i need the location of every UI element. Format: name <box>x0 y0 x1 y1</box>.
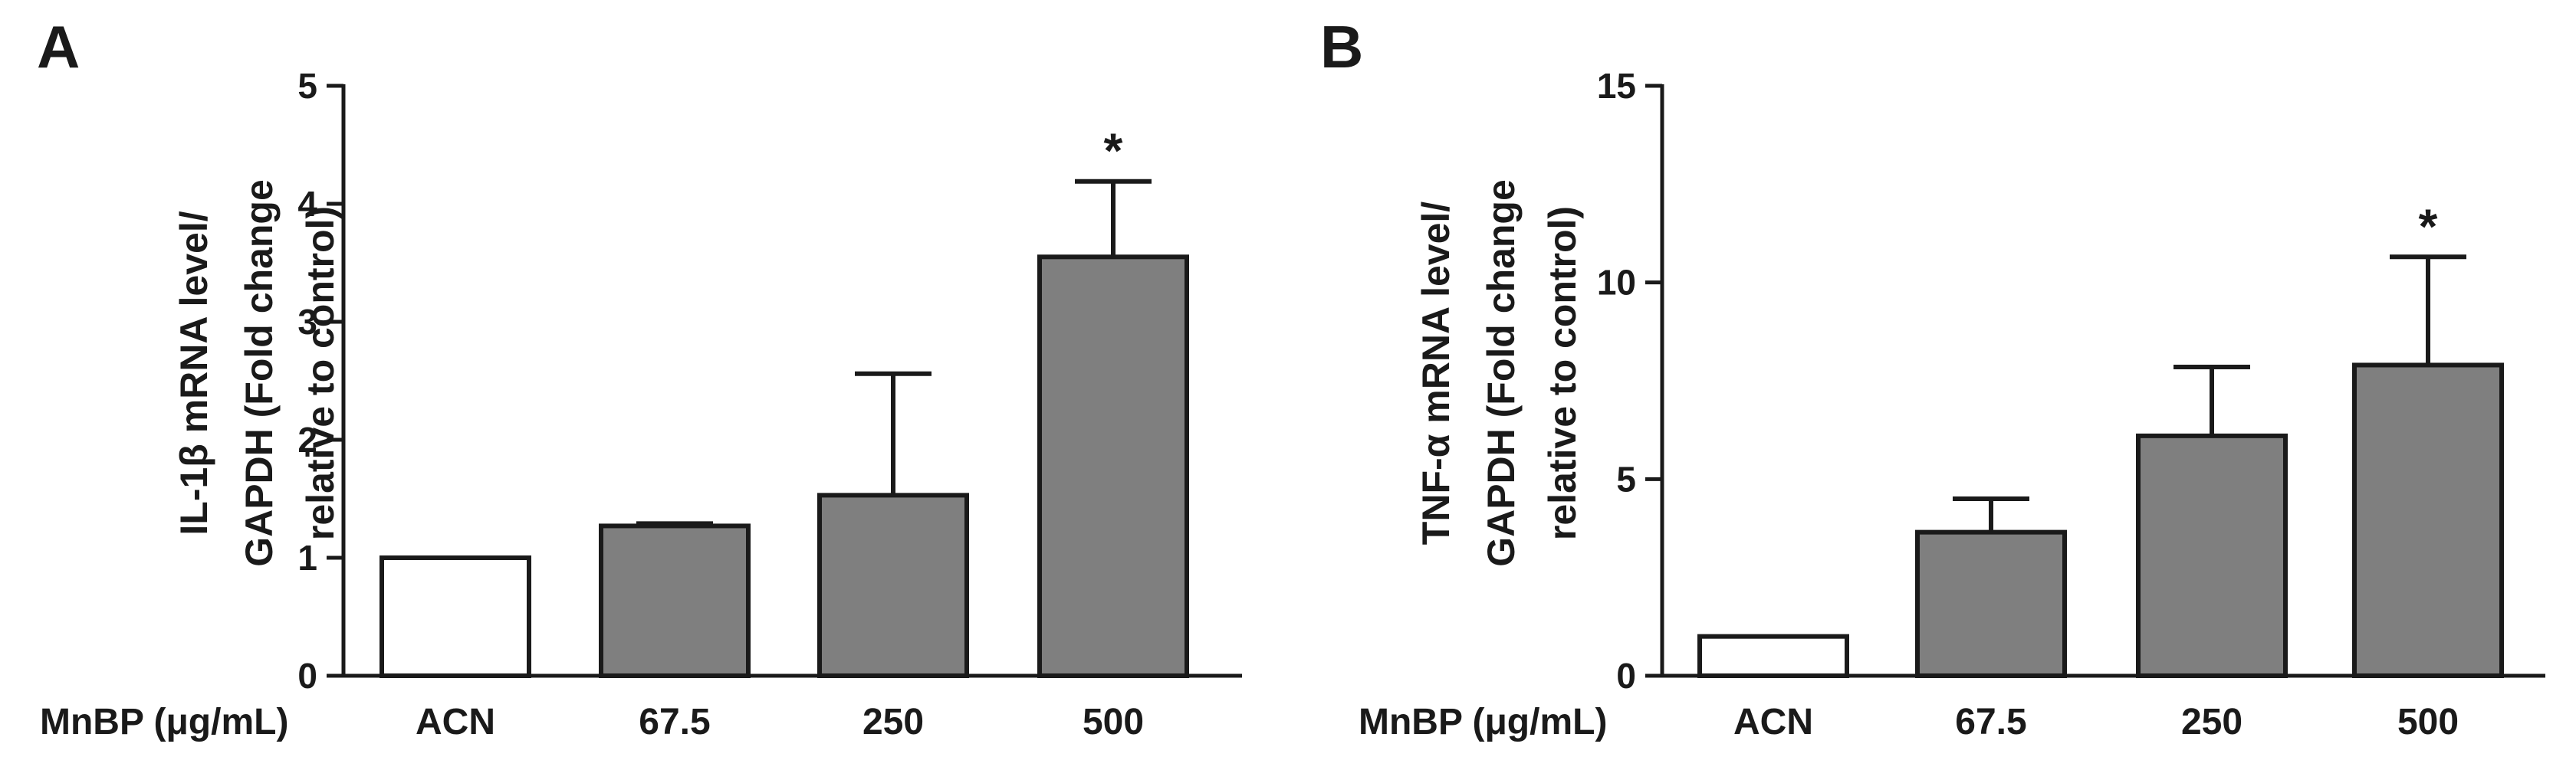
panel-a-y-tick-label: 4 <box>297 184 317 224</box>
panel-b-y-axis-label-line: TNF-α mRNA level/ <box>1414 202 1457 545</box>
panel-a-x-axis-title: MnBP (μg/mL) <box>40 702 288 742</box>
panel-b-y-tick-label: 5 <box>1616 459 1636 499</box>
panel-b-significance-500: * <box>2419 198 2438 254</box>
panel-b-y-axis-label-line: GAPDH (Fold change <box>1480 179 1523 567</box>
panel-a-significance-500: * <box>1104 123 1123 179</box>
panel-b-y-tick-label: 10 <box>1597 263 1636 303</box>
panel-a-y-axis-label-line: IL-1β mRNA level/ <box>172 211 215 535</box>
panel-b-y-axis-label-line: relative to control) <box>1541 206 1584 540</box>
panel-a-category-label-67.5: 67.5 <box>639 702 710 742</box>
panel-b-bar-ACN <box>1697 634 1849 679</box>
panel-a-bar-ACN <box>380 555 531 678</box>
panel-a-y-tick-label: 0 <box>297 656 317 696</box>
panel-b-bar-250 <box>2136 433 2288 678</box>
panel-a-y-axis-label-line: GAPDH (Fold change <box>238 179 281 567</box>
panel-a-y-tick-label: 2 <box>297 420 317 460</box>
panel-b-letter: B <box>1320 13 1363 80</box>
panel-a-y-tick-label: 3 <box>297 302 317 342</box>
panel-b-category-label-250: 250 <box>2181 702 2242 742</box>
panel-a-y-tick-label: 5 <box>297 66 317 106</box>
panel-b-bar-67.5 <box>1915 529 2067 679</box>
panel-b-category-label-67.5: 67.5 <box>1955 702 2026 742</box>
panel-a-bar-67.5 <box>599 523 751 678</box>
panel-b-category-label-ACN: ACN <box>1733 702 1813 742</box>
panel-a-y-tick-label: 1 <box>297 538 317 578</box>
panel-a-category-label-500: 500 <box>1083 702 1144 742</box>
panel-a-y-axis-label-line: relative to control) <box>299 206 342 540</box>
panel-b-x-axis-title: MnBP (μg/mL) <box>1359 702 1607 742</box>
panel-b-category-label-500: 500 <box>2397 702 2459 742</box>
panel-a-letter: A <box>37 13 80 80</box>
panel-b-bar-500 <box>2352 362 2504 678</box>
panel-b-y-tick-label: 0 <box>1616 656 1636 696</box>
panel-a-bar-500 <box>1037 254 1189 678</box>
panel-b-y-tick-label: 15 <box>1597 66 1636 106</box>
panel-a-category-label-ACN: ACN <box>416 702 495 742</box>
panel-a-bar-250 <box>817 493 969 678</box>
panel-a-category-label-250: 250 <box>863 702 924 742</box>
